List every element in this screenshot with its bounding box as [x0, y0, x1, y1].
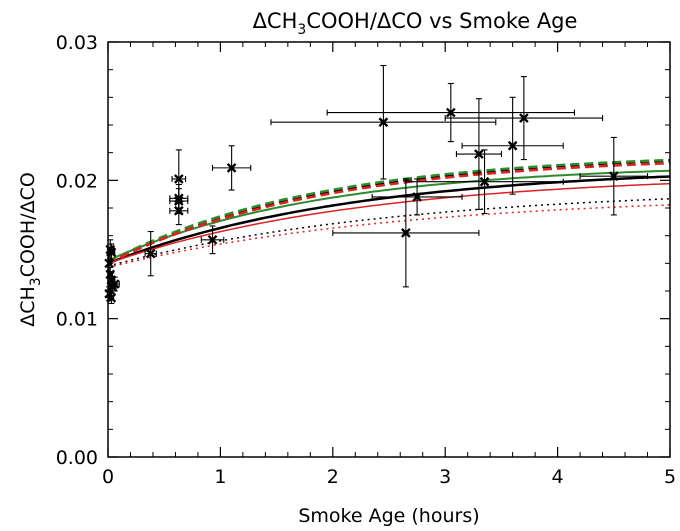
- plot-frame: [107, 41, 671, 458]
- data-marker: [109, 279, 120, 289]
- observation-point: [405, 149, 564, 215]
- observation-point: [144, 230, 157, 277]
- observation-point: [211, 145, 252, 191]
- observation-point: [455, 98, 502, 210]
- data-marker: [519, 113, 529, 123]
- data-marker: [401, 228, 411, 238]
- observation-point: [579, 136, 649, 216]
- x-tick-label: 5: [664, 466, 676, 488]
- x-tick-label: 0: [102, 466, 114, 488]
- data-marker: [226, 163, 237, 173]
- observation-point: [461, 96, 564, 195]
- y-axis-label-subscript: 3: [28, 277, 44, 286]
- x-axis-label: Smoke Age (hours): [298, 505, 479, 527]
- data-marker: [479, 176, 490, 187]
- y-tick-label: 0.00: [56, 447, 98, 469]
- data-marker: [474, 149, 484, 159]
- observation-point: [169, 196, 189, 226]
- observation-point: [326, 82, 576, 143]
- y-axis-label-part1: ΔCH: [17, 286, 39, 327]
- data-marker: [207, 234, 218, 245]
- axis-ticks-layer: 0 1 2 3 4 5 0.00 0.01 0.02 0.03: [56, 32, 676, 488]
- x-tick-label: 3: [439, 466, 451, 488]
- chart-title-part1: ΔCH: [253, 9, 298, 33]
- y-axis-label-part2: COOH/ΔCO: [17, 172, 39, 277]
- x-tick-label: 1: [214, 466, 226, 488]
- y-tick-label: 0.03: [56, 32, 98, 54]
- data-marker: [173, 205, 184, 216]
- data-marker: [173, 174, 184, 184]
- observation-point: [270, 64, 497, 180]
- x-tick-label: 4: [552, 466, 564, 488]
- data-marker: [412, 192, 422, 202]
- y-tick-label: 0.01: [56, 309, 98, 331]
- model-curve: [107, 175, 671, 265]
- data-marker: [378, 117, 389, 128]
- data-marker: [608, 171, 619, 182]
- x-tick-label: 2: [327, 466, 339, 488]
- model-curve: [107, 161, 671, 265]
- observation-point: [109, 276, 120, 292]
- observation-point: [371, 178, 463, 216]
- model-curve: [107, 198, 671, 267]
- model-curves-layer: [107, 158, 671, 269]
- data-marker: [507, 140, 518, 151]
- observation-point: [200, 225, 225, 255]
- data-marker: [145, 248, 156, 259]
- observation-point: [444, 76, 604, 161]
- y-axis-label: ΔCH3COOH/ΔCO: [17, 172, 44, 327]
- model-curve: [107, 182, 671, 265]
- chart-title-part2: COOH/ΔCO vs Smoke Age: [306, 9, 577, 33]
- chart-title-subscript: 3: [297, 22, 306, 38]
- y-tick-label: 0.02: [56, 170, 98, 192]
- chart-title: ΔCH3COOH/ΔCO vs Smoke Age: [253, 9, 578, 38]
- data-marker: [445, 107, 456, 118]
- model-curve: [107, 158, 671, 264]
- model-curve: [107, 169, 671, 262]
